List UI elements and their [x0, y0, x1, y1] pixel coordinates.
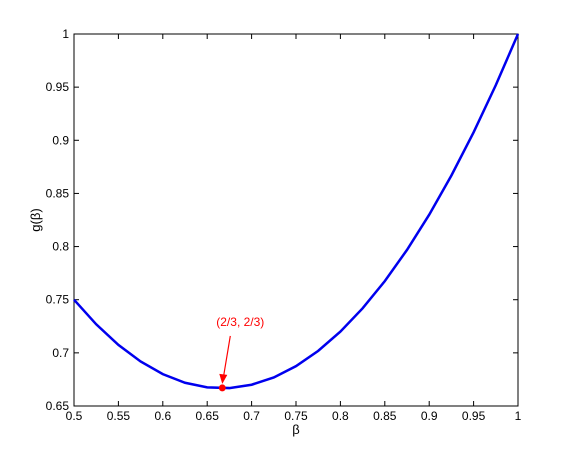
y-tick-label: 0.8: [52, 240, 69, 254]
x-tick-label: 0.6: [154, 409, 171, 423]
y-tick-label: 0.7: [52, 346, 69, 360]
x-axis-label: β: [292, 422, 299, 437]
x-tick-label: 0.8: [332, 409, 349, 423]
y-tick-label: 0.95: [46, 80, 70, 94]
x-tick-label: 0.7: [243, 409, 260, 423]
x-tick-label: 0.55: [107, 409, 131, 423]
y-axis-label: g(β): [28, 208, 43, 231]
annotation-arrow: [222, 335, 231, 379]
y-tick-label: 0.85: [46, 186, 70, 200]
y-tick-label: 0.9: [52, 133, 69, 147]
x-tick-label: 0.9: [421, 409, 438, 423]
x-tick-label: 0.65: [196, 409, 220, 423]
x-tick-label: 0.75: [284, 409, 308, 423]
x-tick-label: 0.95: [462, 409, 486, 423]
plot-box: [73, 33, 519, 407]
x-tick-label: 1: [515, 409, 522, 423]
y-tick-label: 0.75: [46, 293, 70, 307]
curve: [73, 33, 520, 390]
y-tick-label: 0.65: [46, 399, 70, 413]
annotation-arrowhead: [219, 373, 228, 384]
y-tick-label: 1: [62, 27, 69, 41]
x-tick-label: 0.85: [373, 409, 397, 423]
annotation-text: (2/3, 2/3): [216, 315, 264, 329]
annotation-point: [218, 384, 226, 392]
x-tick-label: 0.5: [66, 409, 83, 423]
